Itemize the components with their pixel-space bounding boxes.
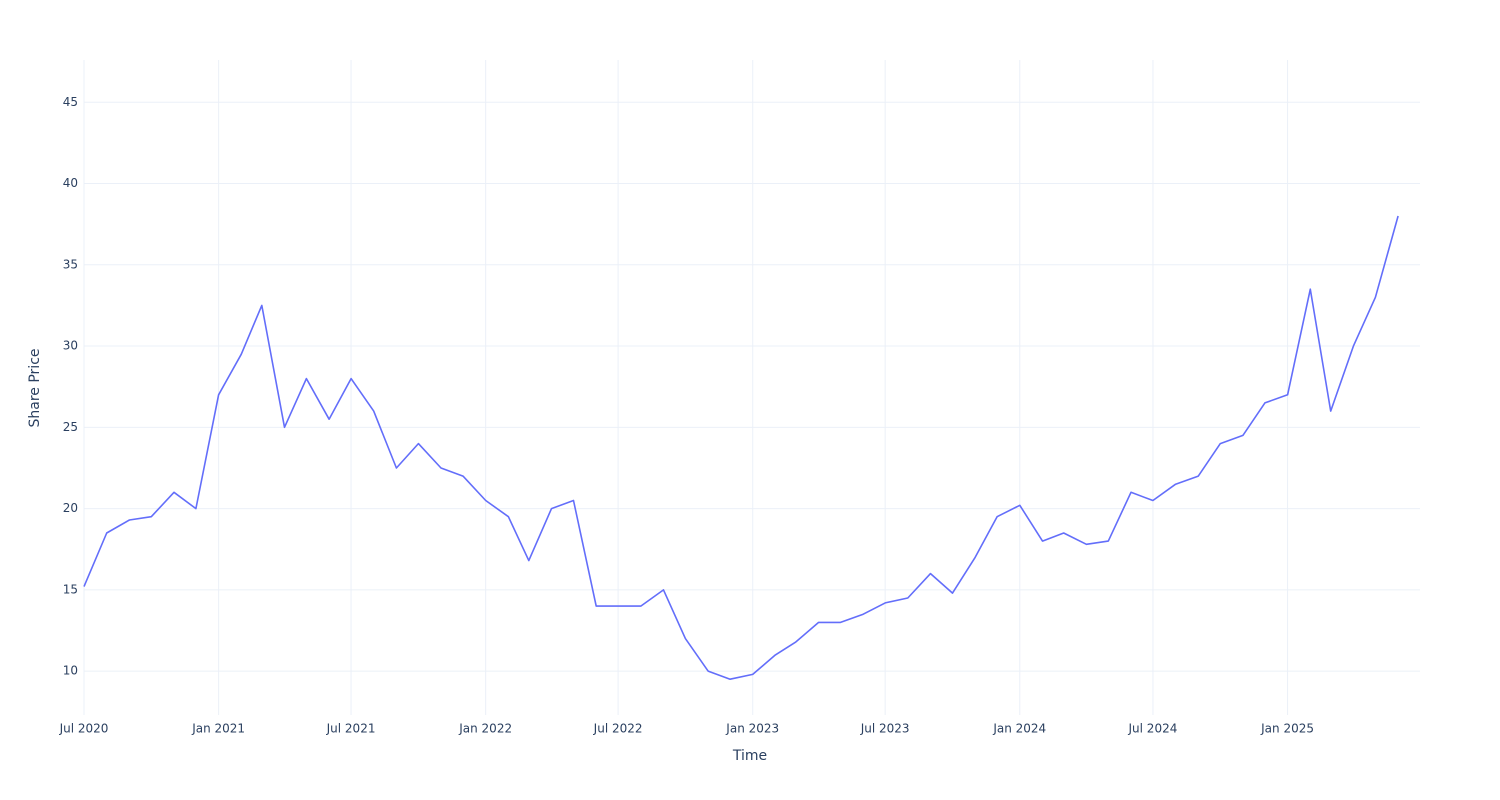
line-series xyxy=(83,215,1399,680)
x-tick-label: Jul 2023 xyxy=(860,722,910,736)
x-tick-label: Jul 2022 xyxy=(593,722,643,736)
y-tick-label: 30 xyxy=(63,339,78,353)
y-tick-label: 45 xyxy=(63,95,78,109)
y-tick-label: 15 xyxy=(63,582,78,596)
x-tick-label: Jan 2025 xyxy=(1260,722,1314,736)
y-tick-label: 25 xyxy=(63,420,78,434)
x-tick-label: Jan 2022 xyxy=(458,722,512,736)
x-tick-label: Jul 2020 xyxy=(59,722,109,736)
x-tick-label: Jul 2024 xyxy=(1128,722,1178,736)
y-tick-label: 20 xyxy=(63,501,78,515)
x-tick-label: Jan 2023 xyxy=(725,722,779,736)
x-tick-label: Jul 2021 xyxy=(326,722,376,736)
x-axis-title: Time xyxy=(732,748,767,764)
y-tick-label: 35 xyxy=(63,257,78,271)
y-tick-label: 10 xyxy=(63,664,78,678)
x-tick-label: Jan 2024 xyxy=(992,722,1046,736)
y-axis-title: Share Price xyxy=(27,348,43,427)
y-tick-label: 40 xyxy=(63,176,78,190)
x-tick-label: Jan 2021 xyxy=(191,722,245,736)
